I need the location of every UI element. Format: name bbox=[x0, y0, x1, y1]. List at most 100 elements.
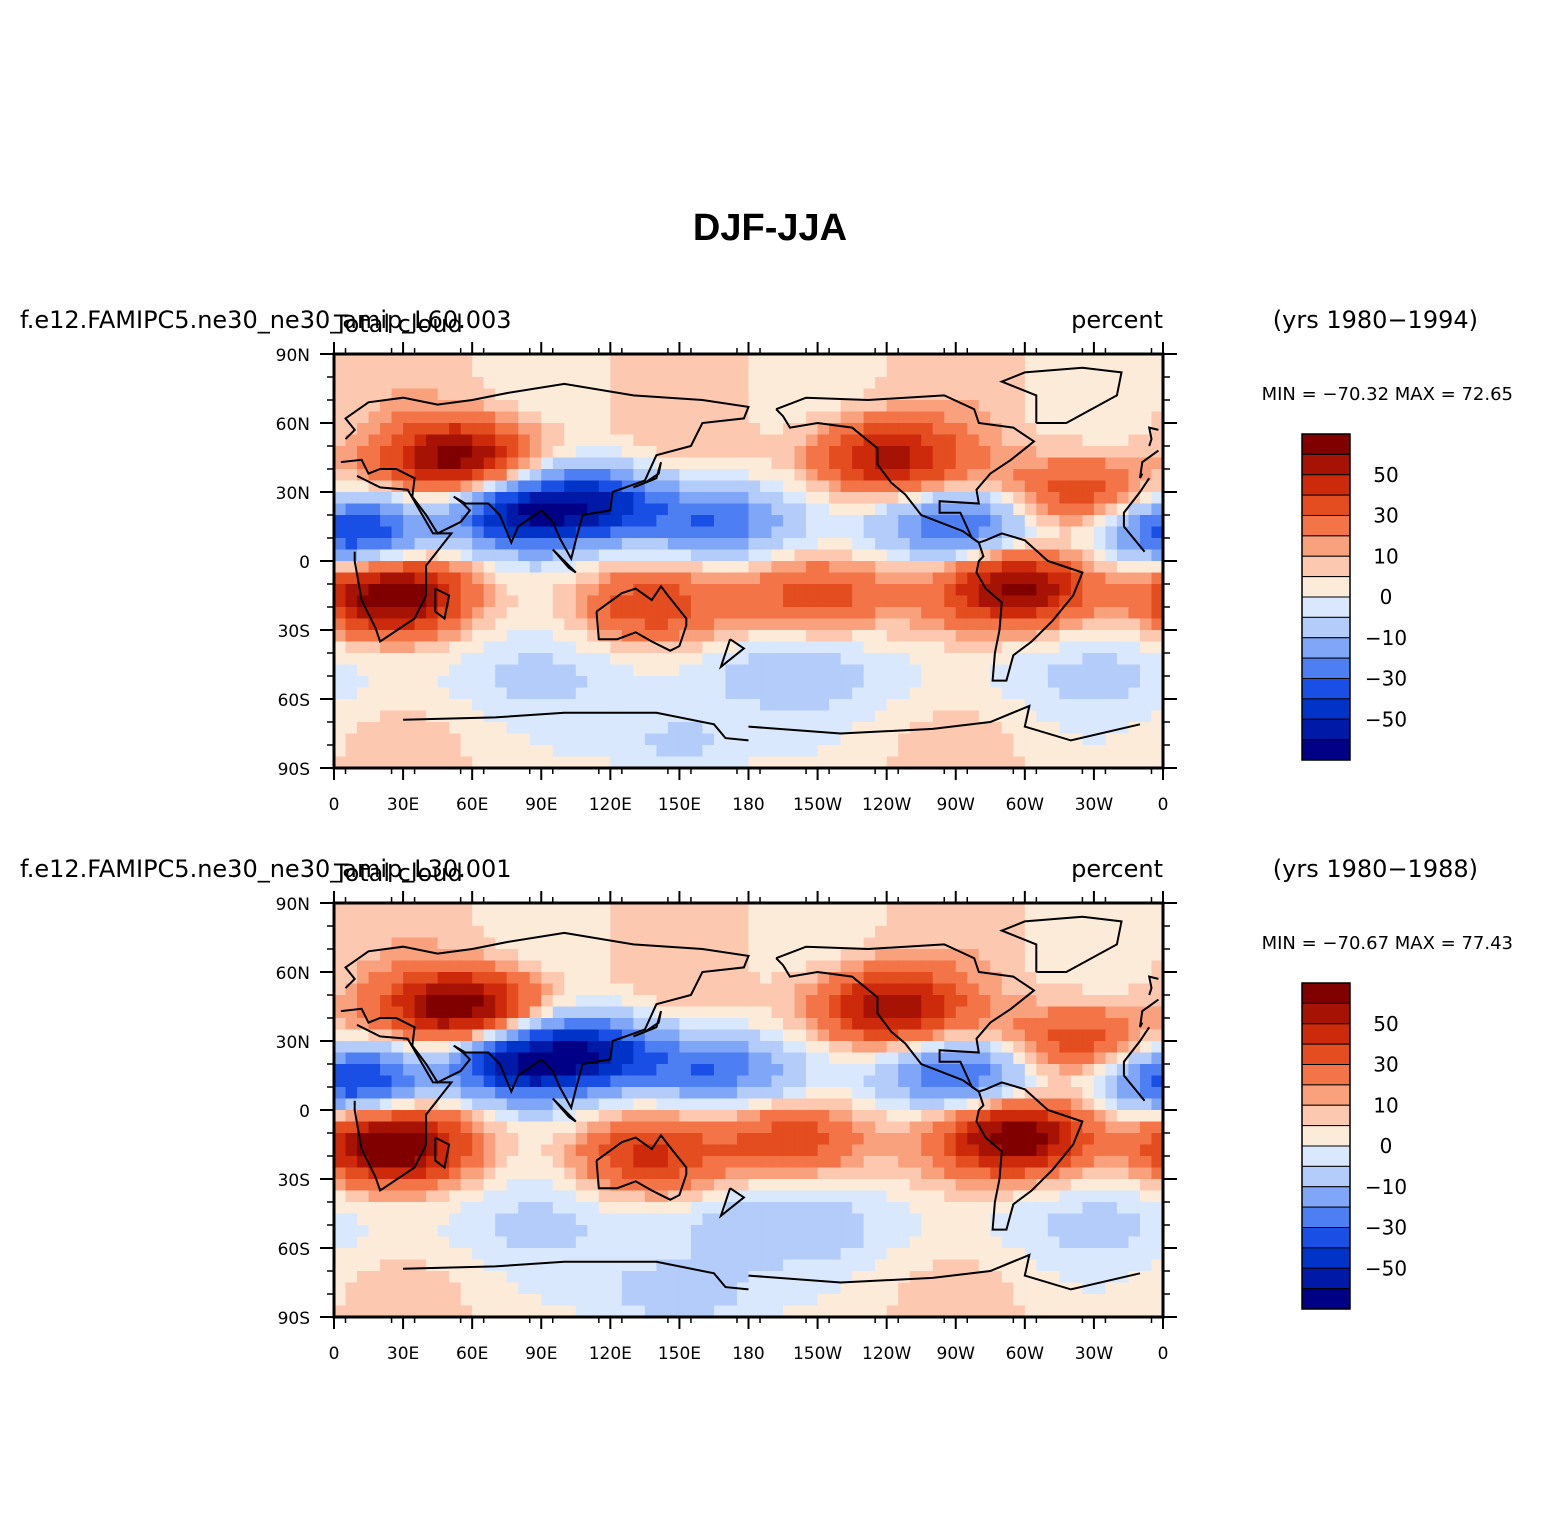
heatmap-cell bbox=[1105, 1144, 1118, 1157]
heatmap-cell bbox=[368, 653, 381, 666]
heatmap-cell bbox=[564, 388, 577, 401]
heatmap-cell bbox=[679, 699, 692, 712]
heatmap-cell bbox=[1036, 937, 1049, 950]
heatmap-cell bbox=[702, 1029, 715, 1042]
heatmap-cell bbox=[414, 480, 427, 493]
heatmap-cell bbox=[898, 549, 911, 562]
heatmap-cell bbox=[460, 1052, 473, 1065]
heatmap-cell bbox=[679, 365, 692, 378]
heatmap-cell bbox=[829, 607, 842, 620]
heatmap-cell bbox=[1151, 1064, 1164, 1077]
heatmap-cell bbox=[414, 745, 427, 758]
heatmap-cell bbox=[414, 1075, 427, 1088]
heatmap-cell bbox=[829, 526, 842, 539]
heatmap-cell bbox=[1013, 1213, 1026, 1226]
heatmap-cell bbox=[598, 1213, 611, 1226]
heatmap-cell bbox=[1139, 1075, 1153, 1088]
heatmap-cell bbox=[437, 618, 450, 631]
heatmap-cell bbox=[460, 1248, 473, 1261]
heatmap-cell bbox=[472, 584, 485, 597]
heatmap-cell bbox=[736, 538, 750, 551]
heatmap-cell bbox=[1070, 722, 1084, 735]
heatmap-cell bbox=[541, 1087, 554, 1100]
heatmap-cell bbox=[656, 423, 669, 436]
heatmap-cell bbox=[1093, 1144, 1107, 1157]
heatmap-cell bbox=[426, 1029, 439, 1042]
heatmap-cell bbox=[955, 926, 968, 939]
heatmap-cell bbox=[368, 1098, 381, 1111]
heatmap-cell bbox=[829, 630, 842, 643]
heatmap-cell bbox=[1151, 400, 1164, 413]
heatmap-cell bbox=[829, 699, 842, 712]
heatmap-cell bbox=[1059, 584, 1072, 597]
heatmap-cell bbox=[506, 1167, 519, 1180]
heatmap-cell bbox=[817, 1144, 830, 1157]
heatmap-cell bbox=[875, 676, 888, 689]
heatmap-cell bbox=[955, 595, 968, 608]
lon-tick-label: 60W bbox=[1006, 795, 1045, 815]
heatmap-cell bbox=[817, 1213, 830, 1226]
heatmap-cell bbox=[955, 1006, 968, 1019]
heatmap-cell bbox=[357, 664, 370, 677]
heatmap-cell bbox=[736, 1167, 750, 1180]
heatmap-cell bbox=[495, 503, 508, 516]
heatmap-cell bbox=[806, 365, 819, 378]
heatmap-cell bbox=[449, 1087, 462, 1100]
heatmap-cell bbox=[955, 1167, 968, 1180]
heatmap-cell bbox=[702, 1052, 715, 1065]
heatmap-cell bbox=[921, 1041, 934, 1054]
heatmap-cell bbox=[748, 983, 761, 996]
heatmap-cell bbox=[460, 1156, 473, 1169]
heatmap-cell bbox=[426, 926, 439, 939]
heatmap-cell bbox=[1093, 983, 1107, 996]
heatmap-cell bbox=[644, 1225, 657, 1238]
heatmap-cell bbox=[690, 503, 704, 516]
heatmap-cell bbox=[449, 630, 462, 643]
heatmap-cell bbox=[598, 1133, 611, 1146]
heatmap-cell bbox=[345, 1006, 358, 1019]
heatmap-cell bbox=[483, 607, 496, 620]
heatmap-cell bbox=[794, 411, 807, 424]
heatmap-cell bbox=[541, 1098, 554, 1111]
heatmap-cell bbox=[955, 480, 968, 493]
heatmap-cell bbox=[483, 388, 496, 401]
heatmap-cell bbox=[472, 745, 485, 758]
heatmap-cell bbox=[990, 607, 1003, 620]
heatmap-cell bbox=[1059, 595, 1072, 608]
heatmap-cell bbox=[564, 653, 577, 666]
heatmap-cell bbox=[460, 722, 473, 735]
heatmap-cell bbox=[806, 1236, 819, 1249]
heatmap-cell bbox=[1059, 1213, 1072, 1226]
heatmap-cell bbox=[702, 1064, 715, 1077]
heatmap-cell bbox=[783, 937, 796, 950]
heatmap-cell bbox=[898, 1179, 911, 1192]
heatmap-cell bbox=[736, 1041, 750, 1054]
heatmap-cell bbox=[829, 595, 842, 608]
heatmap-cell bbox=[863, 1190, 876, 1203]
heatmap-cell bbox=[978, 446, 991, 459]
heatmap-cell bbox=[886, 687, 899, 700]
heatmap-cell bbox=[1001, 1110, 1014, 1123]
heatmap-cell bbox=[1036, 1064, 1049, 1077]
heatmap-cell bbox=[1059, 630, 1072, 643]
heatmap-cell bbox=[1151, 1225, 1164, 1238]
heatmap-cell bbox=[748, 446, 761, 459]
heatmap-cell bbox=[806, 699, 819, 712]
heatmap-cell bbox=[990, 745, 1003, 758]
heatmap-cell bbox=[368, 1121, 381, 1134]
heatmap-cell bbox=[587, 526, 600, 539]
heatmap-cell bbox=[852, 1110, 865, 1123]
heatmap-cell bbox=[1128, 710, 1141, 723]
heatmap-cell bbox=[1139, 630, 1153, 643]
heatmap-cell bbox=[736, 480, 750, 493]
heatmap-cell bbox=[921, 1087, 934, 1100]
heatmap-cell bbox=[1024, 1052, 1037, 1065]
heatmap-cell bbox=[967, 492, 980, 505]
heatmap-cell bbox=[1082, 1144, 1095, 1157]
heatmap-cell bbox=[1128, 745, 1141, 758]
heatmap-cell bbox=[1047, 1087, 1060, 1100]
heatmap-cell bbox=[1151, 595, 1164, 608]
heatmap-cell bbox=[806, 572, 819, 585]
heatmap-cell bbox=[1024, 630, 1037, 643]
heatmap-cell bbox=[656, 388, 669, 401]
